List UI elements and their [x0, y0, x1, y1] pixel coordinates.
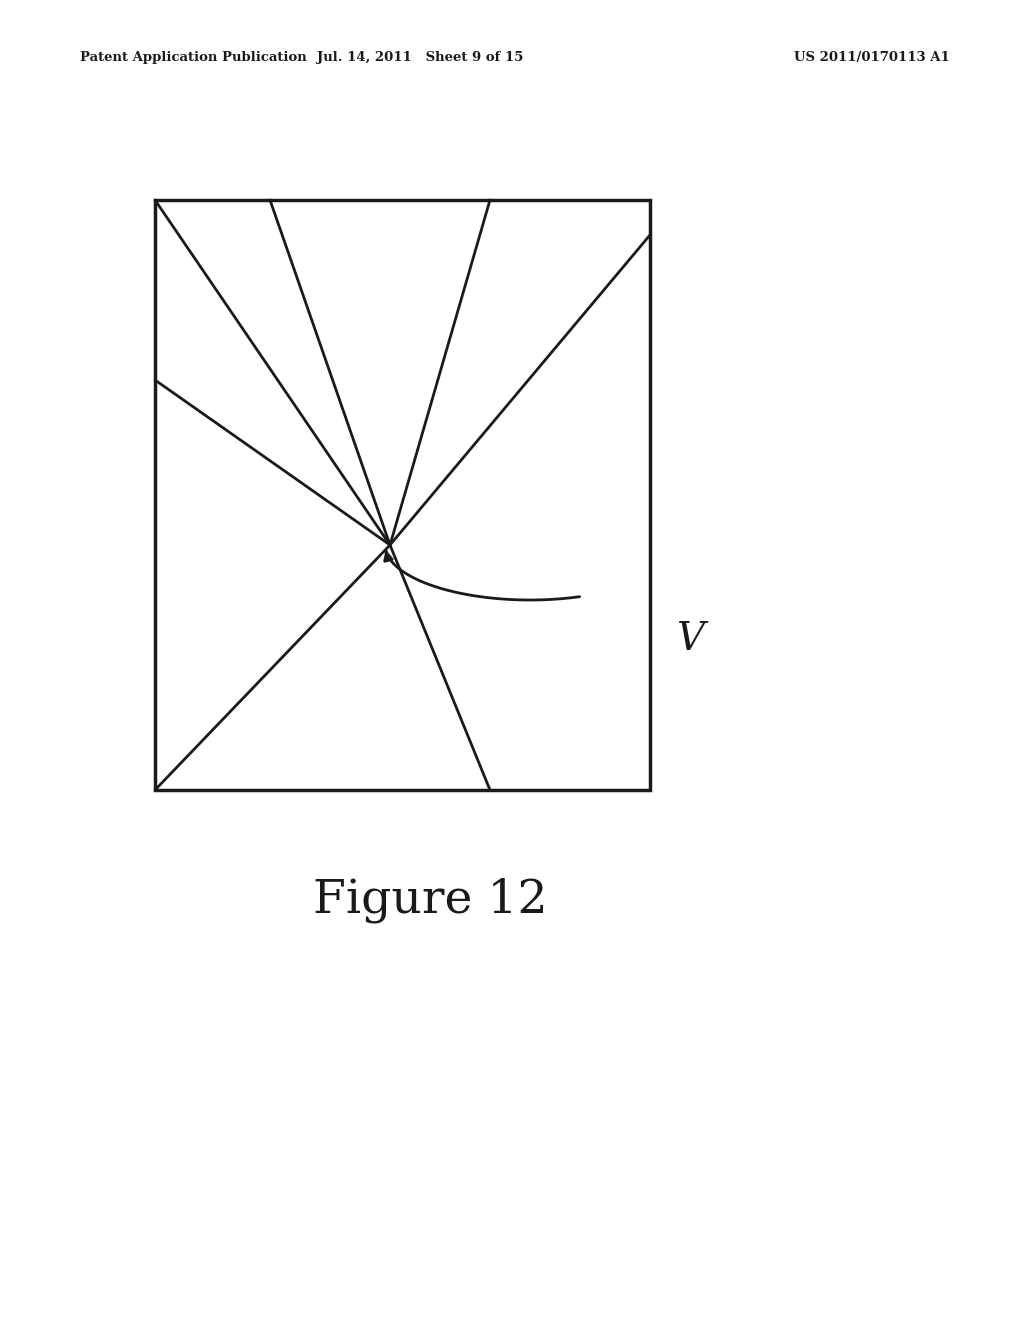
- Text: V: V: [676, 622, 705, 659]
- Text: Jul. 14, 2011   Sheet 9 of 15: Jul. 14, 2011 Sheet 9 of 15: [316, 51, 523, 65]
- Bar: [155, 201, 650, 789]
- Text: US 2011/0170113 A1: US 2011/0170113 A1: [795, 51, 950, 65]
- Text: Figure 12: Figure 12: [312, 878, 548, 923]
- Text: Patent Application Publication: Patent Application Publication: [80, 51, 307, 65]
